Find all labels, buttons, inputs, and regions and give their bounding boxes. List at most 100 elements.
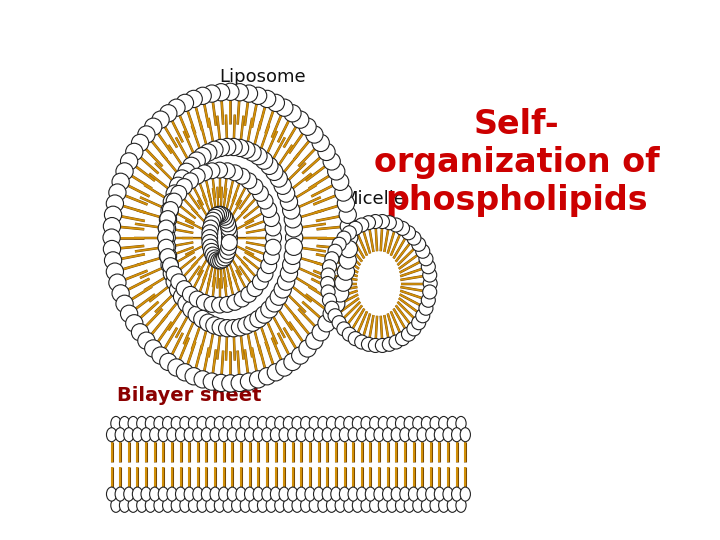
Ellipse shape — [330, 428, 341, 442]
Ellipse shape — [184, 487, 194, 501]
Circle shape — [415, 309, 430, 323]
Ellipse shape — [287, 428, 298, 442]
Circle shape — [335, 274, 352, 291]
Ellipse shape — [158, 428, 168, 442]
Circle shape — [234, 291, 250, 307]
Ellipse shape — [322, 487, 333, 501]
Circle shape — [189, 168, 205, 184]
Ellipse shape — [369, 416, 380, 430]
Circle shape — [274, 177, 292, 194]
Circle shape — [112, 285, 130, 302]
Circle shape — [204, 216, 220, 232]
Circle shape — [166, 273, 184, 291]
Ellipse shape — [262, 487, 272, 501]
Ellipse shape — [197, 416, 207, 430]
Circle shape — [284, 353, 301, 370]
Ellipse shape — [292, 416, 302, 430]
Circle shape — [234, 168, 250, 184]
Ellipse shape — [456, 416, 466, 430]
Circle shape — [270, 170, 287, 187]
Ellipse shape — [378, 416, 389, 430]
Ellipse shape — [150, 487, 160, 501]
Circle shape — [166, 185, 184, 202]
Circle shape — [321, 268, 335, 282]
Ellipse shape — [339, 428, 350, 442]
Circle shape — [285, 238, 302, 255]
Text: Self-
organization of
phospholipids: Self- organization of phospholipids — [374, 108, 660, 218]
Circle shape — [158, 220, 174, 236]
Circle shape — [231, 139, 248, 157]
Ellipse shape — [115, 487, 125, 501]
Circle shape — [382, 215, 396, 230]
Circle shape — [112, 173, 130, 191]
Ellipse shape — [197, 498, 207, 512]
Circle shape — [203, 373, 220, 390]
Ellipse shape — [249, 416, 259, 430]
Ellipse shape — [219, 487, 229, 501]
Ellipse shape — [326, 498, 337, 512]
Circle shape — [339, 252, 356, 269]
Circle shape — [318, 143, 335, 160]
Circle shape — [241, 286, 257, 302]
Ellipse shape — [154, 498, 164, 512]
Circle shape — [342, 226, 356, 240]
Text: Micelle: Micelle — [342, 190, 405, 208]
Ellipse shape — [335, 416, 346, 430]
Ellipse shape — [361, 498, 372, 512]
Circle shape — [202, 239, 218, 255]
Circle shape — [222, 230, 238, 246]
Ellipse shape — [180, 498, 190, 512]
Ellipse shape — [158, 487, 168, 501]
Circle shape — [423, 276, 437, 291]
Circle shape — [145, 118, 162, 136]
Circle shape — [221, 220, 237, 236]
Circle shape — [215, 252, 230, 268]
Circle shape — [221, 239, 237, 255]
Circle shape — [212, 162, 228, 178]
Ellipse shape — [426, 487, 436, 501]
Ellipse shape — [111, 416, 121, 430]
Circle shape — [202, 225, 218, 241]
Circle shape — [312, 134, 329, 152]
Circle shape — [138, 126, 155, 143]
Circle shape — [116, 163, 133, 180]
Ellipse shape — [313, 428, 324, 442]
Circle shape — [160, 353, 177, 370]
Circle shape — [323, 153, 341, 170]
Circle shape — [204, 296, 220, 312]
Circle shape — [369, 214, 382, 228]
Ellipse shape — [352, 416, 363, 430]
Text: Bilayer sheet: Bilayer sheet — [117, 386, 261, 405]
Ellipse shape — [223, 498, 233, 512]
Circle shape — [256, 306, 273, 323]
Circle shape — [276, 359, 293, 376]
Circle shape — [361, 215, 376, 230]
Circle shape — [220, 216, 235, 232]
Circle shape — [337, 231, 351, 245]
Circle shape — [152, 111, 169, 129]
Circle shape — [220, 163, 235, 179]
Circle shape — [171, 185, 186, 201]
Ellipse shape — [124, 487, 134, 501]
Circle shape — [166, 193, 182, 209]
Circle shape — [185, 368, 202, 385]
Circle shape — [328, 163, 345, 180]
Circle shape — [276, 99, 293, 116]
Circle shape — [152, 347, 169, 364]
Circle shape — [161, 256, 179, 273]
Ellipse shape — [258, 416, 268, 430]
Circle shape — [222, 83, 239, 100]
Circle shape — [174, 170, 191, 187]
Circle shape — [241, 173, 257, 189]
Circle shape — [282, 202, 300, 219]
Ellipse shape — [167, 487, 177, 501]
Circle shape — [231, 319, 248, 336]
Circle shape — [174, 288, 191, 305]
Circle shape — [257, 193, 273, 209]
Circle shape — [238, 141, 255, 158]
Circle shape — [160, 211, 176, 227]
Circle shape — [203, 85, 220, 102]
Circle shape — [209, 207, 225, 223]
Circle shape — [244, 314, 261, 332]
Circle shape — [337, 195, 354, 212]
